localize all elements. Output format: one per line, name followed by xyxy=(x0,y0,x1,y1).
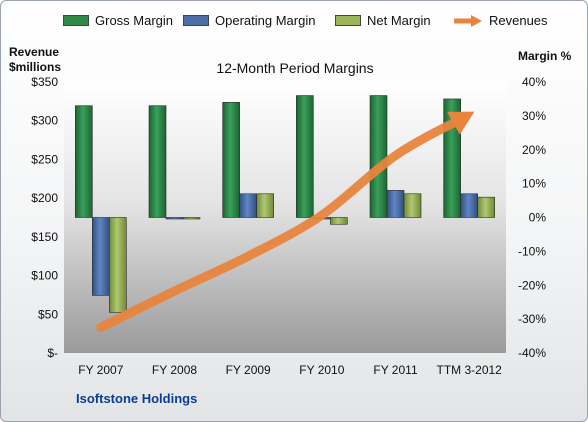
chart-legend: Gross Margin Operating Margin Net Margin… xyxy=(1,13,587,33)
legend-label-gross-margin: Gross Margin xyxy=(95,13,174,28)
revenue-arrow-head xyxy=(447,111,475,135)
left-axis-title-line2: $millions xyxy=(9,60,62,74)
legend-label-net-margin: Net Margin xyxy=(367,13,431,28)
left-tick-label: $50 xyxy=(38,307,58,321)
chart-title: 12-Month Period Margins xyxy=(216,60,374,76)
bar-net-margin-fy-2009 xyxy=(256,193,274,218)
bar-operating-margin-fy-2007 xyxy=(92,217,110,296)
legend-label-operating-margin: Operating Margin xyxy=(215,13,316,28)
left-axis-title: Revenue $millions xyxy=(9,45,61,75)
legend-swatch-net-margin xyxy=(335,15,361,26)
legend-item-gross-margin: Gross Margin xyxy=(63,13,173,28)
legend-arrow-icon xyxy=(454,14,482,27)
left-tick-label: $- xyxy=(47,346,58,360)
bar-operating-margin-fy-2011 xyxy=(386,190,405,218)
left-tick-label: $250 xyxy=(31,152,58,166)
bar-gross-margin-fy-2007 xyxy=(75,105,93,218)
legend-swatch-operating-margin xyxy=(183,15,209,26)
right-tick-label: -10% xyxy=(518,244,546,258)
right-tick-label: 30% xyxy=(522,109,546,123)
right-tick-label: 20% xyxy=(522,143,546,157)
company-name: Isoftstone Holdings xyxy=(76,391,198,406)
bar-net-margin-ttm-3-2012 xyxy=(477,196,495,218)
left-tick-label: $150 xyxy=(31,230,58,244)
x-tick-label-fy-2009: FY 2009 xyxy=(226,363,271,377)
bar-operating-margin-fy-2009 xyxy=(239,193,257,218)
x-tick-label-fy-2007: FY 2007 xyxy=(78,363,123,377)
right-tick-label: -40% xyxy=(518,346,546,360)
bar-operating-margin-fy-2008 xyxy=(165,217,184,220)
left-tick-label: $100 xyxy=(31,269,58,283)
right-tick-label: 0% xyxy=(529,211,547,225)
bar-net-margin-fy-2011 xyxy=(403,193,422,218)
bar-gross-margin-fy-2008 xyxy=(148,105,167,218)
bar-gross-margin-fy-2011 xyxy=(369,95,388,218)
right-tick-label: -30% xyxy=(518,312,546,326)
right-tick-label: -20% xyxy=(518,278,546,292)
bar-gross-margin-fy-2009 xyxy=(222,102,240,218)
legend-swatch-gross-margin xyxy=(63,15,89,26)
bar-net-margin-fy-2010 xyxy=(330,217,348,225)
x-tick-label-fy-2008: FY 2008 xyxy=(152,363,197,377)
legend-item-net-margin: Net Margin xyxy=(335,13,431,28)
left-tick-label: $350 xyxy=(31,75,58,89)
bar-gross-margin-fy-2010 xyxy=(296,95,314,218)
legend-label-revenues: Revenues xyxy=(489,13,548,28)
right-axis-title: Margin % xyxy=(518,49,572,63)
left-axis-title-line1: Revenue xyxy=(9,45,60,59)
legend-item-operating-margin: Operating Margin xyxy=(183,13,315,28)
right-tick-label: 10% xyxy=(522,177,546,191)
x-tick-label-fy-2010: FY 2010 xyxy=(299,363,344,377)
bar-net-margin-fy-2008 xyxy=(182,217,201,220)
revenue-arrow-line xyxy=(96,118,458,332)
x-tick-label-fy-2011: FY 2011 xyxy=(373,363,418,377)
legend-item-revenues: Revenues xyxy=(453,13,548,28)
x-tick-label-ttm-3-2012: TTM 3-2012 xyxy=(436,363,502,377)
right-tick-label: 40% xyxy=(522,75,546,89)
bar-operating-margin-ttm-3-2012 xyxy=(460,193,478,218)
left-tick-label: $300 xyxy=(31,114,58,128)
left-tick-label: $200 xyxy=(31,191,58,205)
bar-net-margin-fy-2007 xyxy=(109,217,127,313)
